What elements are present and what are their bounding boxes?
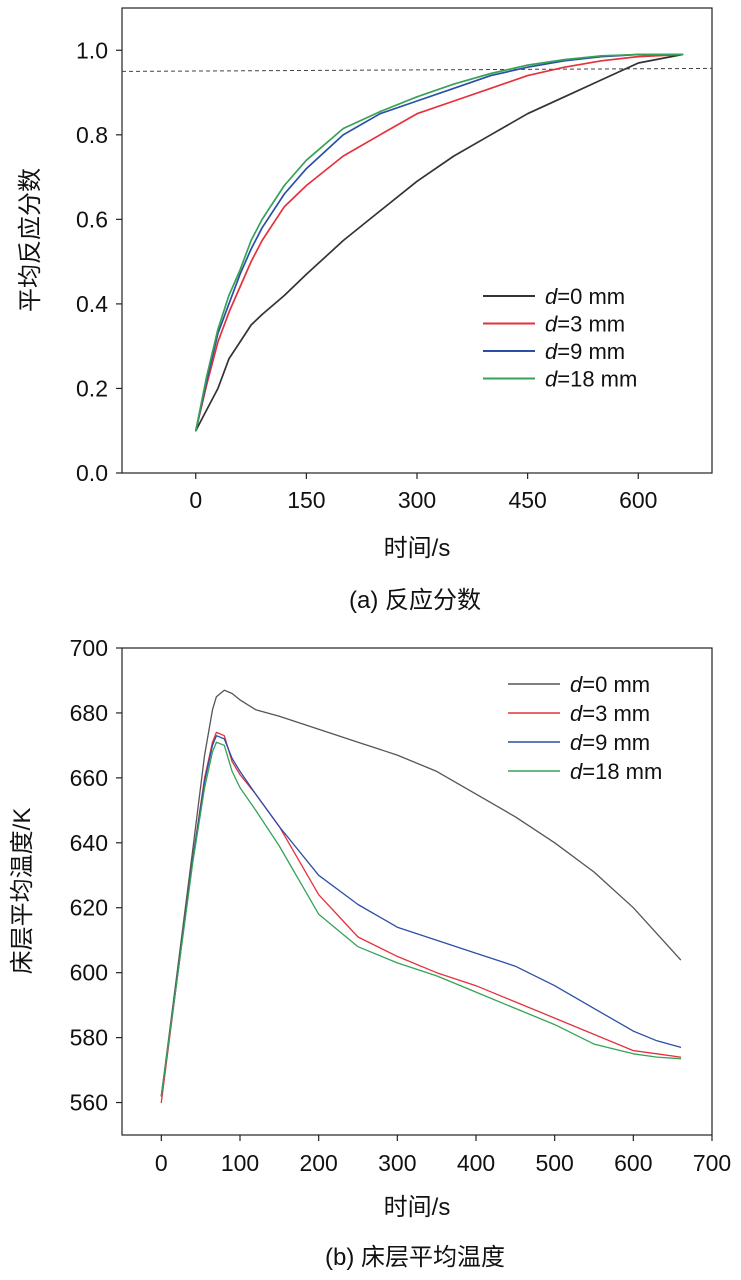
y-tick-label: 0.0 xyxy=(76,460,108,486)
series-line-d-0-mm xyxy=(160,689,682,1097)
plot-frame xyxy=(121,647,713,1136)
y-tick-label: 600 xyxy=(70,960,108,986)
legend-label: d=3 mm xyxy=(545,312,625,337)
legend-value: =3 mm xyxy=(582,701,650,726)
legend-value: =9 mm xyxy=(557,339,625,364)
y-tick-label: 0.6 xyxy=(76,206,108,232)
x-tick-label: 300 xyxy=(378,1150,416,1176)
y-tick-label: 660 xyxy=(70,765,108,791)
legend-label: d=18 mm xyxy=(570,759,662,784)
figure-caption: (a) 反应分数 xyxy=(349,587,481,614)
y-tick-label: 680 xyxy=(70,700,108,726)
legend-variable: d xyxy=(545,284,558,309)
legend-label: d=3 mm xyxy=(570,701,650,726)
legend-value: =18 mm xyxy=(582,759,662,784)
x-axis-label: 时间/s xyxy=(384,535,451,562)
legend-value: =18 mm xyxy=(557,367,637,392)
legend-label: d=0 mm xyxy=(545,284,625,309)
series-line-d-9-mm xyxy=(194,53,684,432)
y-tick-label: 700 xyxy=(70,635,108,661)
x-tick-label: 500 xyxy=(535,1150,573,1176)
y-axis-label: 平均反应分数 xyxy=(17,168,44,312)
legend-value: =9 mm xyxy=(582,730,650,755)
legend-label: d=0 mm xyxy=(570,672,650,697)
y-tick-label: 1.0 xyxy=(76,37,108,63)
x-tick-label: 100 xyxy=(221,1150,259,1176)
x-tick-label: 600 xyxy=(614,1150,652,1176)
x-tick-label: 400 xyxy=(457,1150,495,1176)
series-line-d-9-mm xyxy=(160,735,682,1097)
legend-label: d=18 mm xyxy=(545,367,637,392)
x-tick-label: 300 xyxy=(398,487,436,513)
x-tick-label: 200 xyxy=(299,1150,337,1176)
legend-variable: d xyxy=(545,367,558,392)
y-axis-label: 床层平均温度/K xyxy=(9,808,36,975)
legend-label: d=9 mm xyxy=(570,730,650,755)
x-tick-label: 150 xyxy=(287,487,325,513)
series-line-d-3-mm xyxy=(194,53,684,432)
y-tick-label: 0.2 xyxy=(76,375,108,401)
x-tick-label: 450 xyxy=(508,487,546,513)
legend-variable: d xyxy=(545,312,558,337)
y-tick-label: 0.4 xyxy=(76,291,108,317)
reference-line xyxy=(121,67,713,72)
legend-variable: d xyxy=(570,759,583,784)
legend-label: d=9 mm xyxy=(545,339,625,364)
legend-variable: d xyxy=(570,730,583,755)
series-line-d-18-mm xyxy=(194,53,684,432)
series-line-d-3-mm xyxy=(160,731,682,1104)
series-line-d-18-mm xyxy=(160,741,682,1097)
figure-caption: (b) 床层平均温度 xyxy=(325,1244,505,1271)
y-tick-label: 640 xyxy=(70,830,108,856)
legend-variable: d xyxy=(570,672,583,697)
x-tick-label: 700 xyxy=(693,1150,731,1176)
legend-value: =0 mm xyxy=(557,284,625,309)
y-tick-label: 560 xyxy=(70,1090,108,1116)
legend-variable: d xyxy=(545,339,558,364)
chart-b: 0 100 200 300 400 500 600 700 560 580 600 620 640 660… xyxy=(9,635,731,1271)
x-tick-label: 0 xyxy=(155,1150,168,1176)
x-tick-label: 600 xyxy=(619,487,657,513)
legend-value: =0 mm xyxy=(582,672,650,697)
series-line-d-0-mm xyxy=(194,53,684,432)
legend-value: =3 mm xyxy=(557,312,625,337)
y-tick-label: 580 xyxy=(70,1025,108,1051)
x-tick-label: 0 xyxy=(189,487,202,513)
legend-variable: d xyxy=(570,701,583,726)
y-tick-label: 0.8 xyxy=(76,122,108,148)
y-tick-label: 620 xyxy=(70,895,108,921)
x-axis-label: 时间/s xyxy=(384,1194,451,1221)
